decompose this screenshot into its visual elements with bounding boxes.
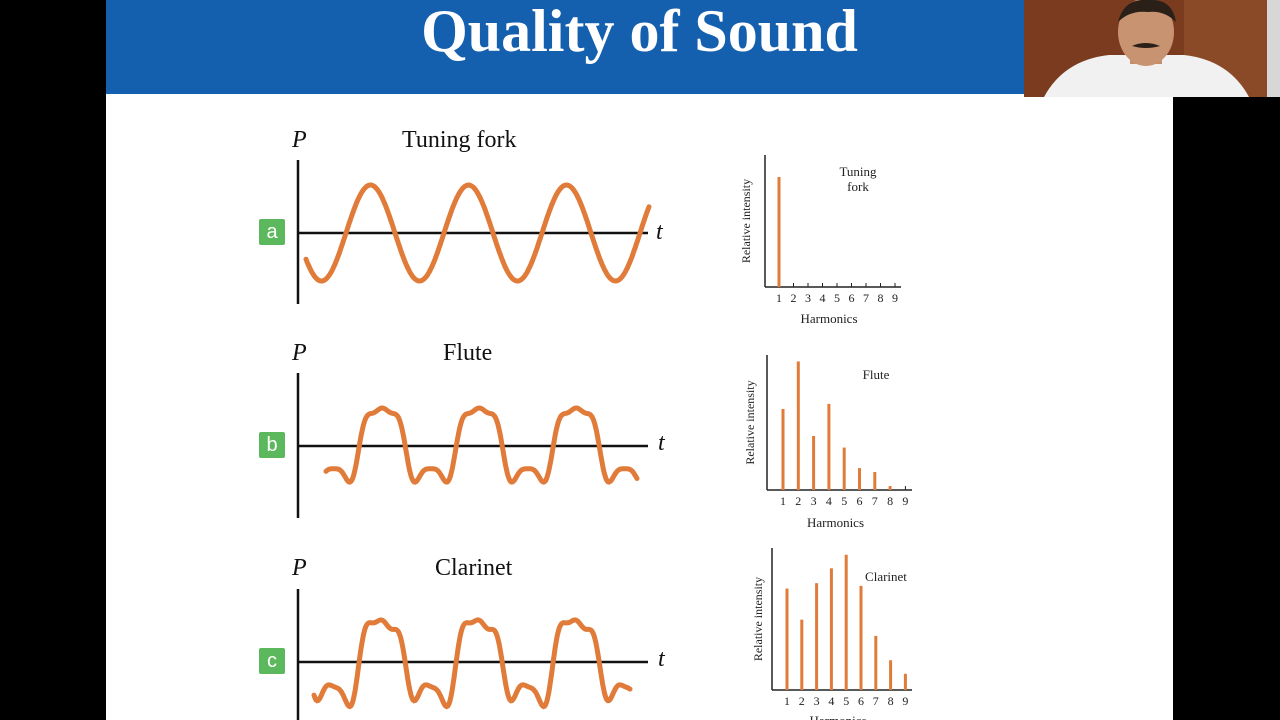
spectrum-2-tick-label: 4 (826, 494, 832, 508)
presenter-icon (1024, 0, 1267, 97)
spectrum-3-tick-label: 4 (828, 694, 834, 708)
spectrum-2-bar (888, 486, 892, 490)
spectrum-2-title: Flute (863, 367, 890, 382)
spectrum-3-tick-label: 3 (814, 694, 820, 708)
spectrum-2-tick-label: 7 (872, 494, 878, 508)
spectrum-2-y-label: Relative intensity (743, 380, 757, 464)
waveform-b-x-label: t (658, 430, 665, 456)
webcam-video (1024, 0, 1267, 97)
spectrum-3-tick-label: 2 (799, 694, 805, 708)
waveform-a-y-label: P (292, 127, 307, 153)
spectrum-2-tick-label: 6 (857, 494, 863, 508)
waveform-c-y-label: P (292, 555, 307, 581)
waveform-b-badge: b (259, 432, 285, 458)
spectrum-1-tick-label: 9 (892, 291, 898, 305)
waveform-b (296, 373, 648, 518)
side-strip (1267, 0, 1280, 97)
waveform-c-curve (311, 617, 633, 710)
spectrum-1-tick-label: 3 (805, 291, 811, 305)
spectrum-1-y-label: Relative intensity (739, 179, 753, 263)
spectrum-2-bar (873, 472, 877, 490)
spectrum-2-tick-label: 8 (887, 494, 893, 508)
spectrum-3-bar (815, 583, 819, 690)
waveform-b-title: Flute (443, 340, 493, 366)
spectrum-1-tick-label: 2 (791, 291, 797, 305)
spectrum-2-bar (796, 361, 800, 490)
waveform-a-x-label: t (656, 219, 663, 245)
spectrum-1-bar (777, 177, 781, 287)
spectrum-3-bar (859, 585, 863, 690)
spectrum-3-bar (829, 568, 833, 690)
spectrum-3-tick-label: 5 (843, 694, 849, 708)
waveform-c-badge: c (259, 648, 285, 674)
waveform-b-y-label: P (292, 340, 307, 366)
spectrum-1-tick-label: 5 (834, 291, 840, 305)
waveform-a-badge: a (259, 219, 285, 245)
waveform-c (296, 589, 648, 720)
spectrum-2-tick-label: 5 (841, 494, 847, 508)
spectrum-3-bar (800, 619, 804, 690)
spectrum-2-tick-label: 3 (811, 494, 817, 508)
spectrum-2-tick-label: 1 (780, 494, 786, 508)
spectrum-3-bar (785, 588, 789, 690)
waveform-a-curve (303, 182, 652, 284)
spectrum-3-y-label: Relative intensity (751, 577, 765, 661)
spectrum-1-x-label: Harmonics (800, 311, 857, 326)
spectrum-3-tick-label: 7 (873, 694, 879, 708)
spectrum-2-bar (827, 403, 831, 490)
spectrum-2-bar (781, 409, 785, 490)
spectrum-1-tick-label: 8 (878, 291, 884, 305)
spectrum-3-tick-label: 6 (858, 694, 864, 708)
spectrum-1-title-line: Tuning (839, 164, 877, 179)
slide: Quality of Sound P Tuning fork a t P Flu… (106, 0, 1173, 720)
spectrum-1-title: Tuning fork (839, 164, 877, 194)
spectrum-1-tick-label: 6 (849, 291, 855, 305)
waveform-c-title: Clarinet (435, 555, 513, 581)
waveform-c-x-label: t (658, 646, 665, 672)
waveform-b-curve (323, 405, 640, 485)
spectrum-3-x-label: Harmonics (809, 713, 866, 720)
spectrum-3-tick-label: 8 (888, 694, 894, 708)
spectrum-2-bar (842, 447, 846, 490)
spectrum-3-tick-label: 9 (902, 694, 908, 708)
spectrum-3-bar (903, 673, 907, 690)
spectrum-3-title-line: Clarinet (865, 569, 907, 584)
spectrum-1-tick-label: 7 (863, 291, 869, 305)
title-bar: Quality of Sound (106, 0, 1173, 94)
spectrum-2-tick-label: 2 (795, 494, 801, 508)
spectrum-2-bar (812, 436, 816, 490)
spectrum-1-title-line: fork (847, 179, 869, 194)
spectrum-1-tick-label: 1 (776, 291, 782, 305)
spectrum-3-bar (889, 660, 893, 690)
spectrum-2-title-line: Flute (863, 367, 890, 382)
spectrum-2-x-label: Harmonics (807, 515, 864, 530)
spectrum-1-tick-label: 4 (820, 291, 826, 305)
spectrum-3-bar (844, 554, 848, 690)
spectrum-2-bar (858, 468, 861, 490)
spectrum-3-bar (874, 635, 878, 690)
waveform-a-title: Tuning fork (402, 127, 517, 153)
spectrum-2-tick-label: 9 (902, 494, 908, 508)
spectrum-3-title: Clarinet (865, 569, 907, 584)
waveform-a (296, 160, 652, 304)
spectrum-3-tick-label: 1 (784, 694, 790, 708)
slide-title: Quality of Sound (421, 0, 858, 64)
